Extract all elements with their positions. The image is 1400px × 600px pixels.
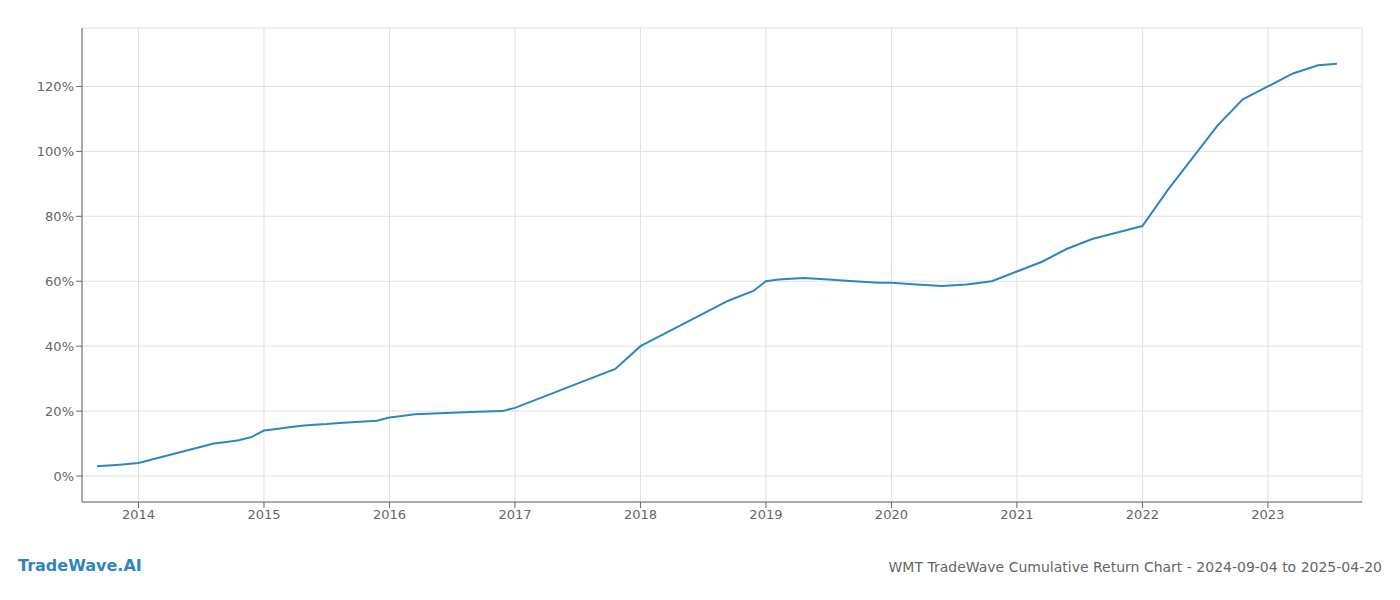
svg-text:2019: 2019 xyxy=(749,507,782,522)
svg-text:20%: 20% xyxy=(45,404,74,419)
html-text:TradeWave.AI: TradeWave.AI xyxy=(18,556,142,575)
svg-text:2015: 2015 xyxy=(247,507,280,522)
svg-text:2016: 2016 xyxy=(373,507,406,522)
svg-text:2022: 2022 xyxy=(1126,507,1159,522)
svg-text:2018: 2018 xyxy=(624,507,657,522)
svg-text:120%: 120% xyxy=(37,79,74,94)
svg-text:60%: 60% xyxy=(45,274,74,289)
svg-text:80%: 80% xyxy=(45,209,74,224)
svg-text:100%: 100% xyxy=(37,144,74,159)
svg-text:40%: 40% xyxy=(45,339,74,354)
svg-text:2023: 2023 xyxy=(1251,507,1284,522)
svg-text:0%: 0% xyxy=(53,469,74,484)
svg-text:2021: 2021 xyxy=(1000,507,1033,522)
html-text:WMT TradeWave Cumulative Retur: WMT TradeWave Cumulative Return Chart - … xyxy=(888,559,1382,575)
svg-text:2014: 2014 xyxy=(122,507,155,522)
svg-text:2017: 2017 xyxy=(498,507,531,522)
svg-text:2020: 2020 xyxy=(875,507,908,522)
